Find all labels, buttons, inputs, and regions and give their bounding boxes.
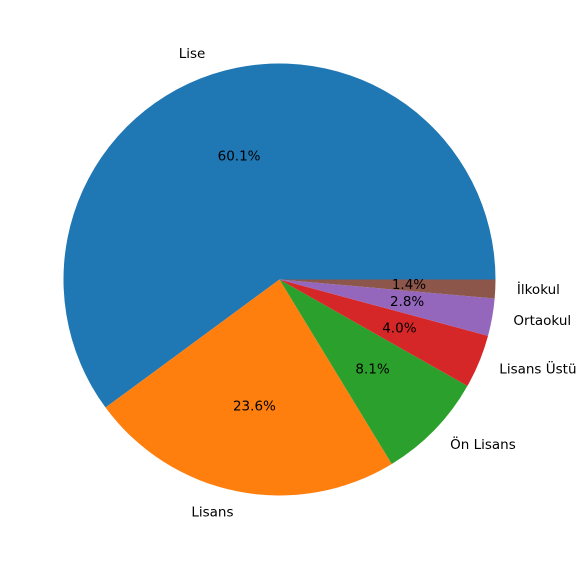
- category-label-on-lisans: Ön Lisans: [450, 435, 516, 453]
- slice-on-lisans: [279, 279, 468, 465]
- slice-lise: [63, 63, 496, 408]
- percent-label-lisans: 23.6%: [233, 399, 276, 415]
- percent-label-i-lkokul: 1.4%: [392, 277, 426, 293]
- pie-labels: Lise 60.1% Lisans 23.6% Ön Lisans 8.1% Lisans …: [179, 46, 577, 521]
- slice-ortaokul: [279, 279, 495, 336]
- slice-lisans-ustu: [279, 279, 489, 386]
- percent-label-ortaokul: 2.8%: [390, 294, 424, 310]
- category-label-ortaokul: Ortaokul: [513, 313, 571, 329]
- slice-i-lkokul: [279, 279, 496, 299]
- pie-slices: [63, 63, 496, 496]
- slice-lisans: [105, 279, 392, 496]
- category-label-lise: Lise: [179, 46, 206, 62]
- category-label-i-lkokul: İlkokul: [517, 280, 560, 298]
- category-label-lisans-ustu: Lisans Üstü: [499, 360, 576, 378]
- percent-label-on-lisans: 8.1%: [355, 362, 389, 378]
- category-label-lisans: Lisans: [191, 505, 233, 521]
- percent-label-lise: 60.1%: [218, 148, 261, 164]
- percent-label-lisans-ustu: 4.0%: [382, 321, 416, 337]
